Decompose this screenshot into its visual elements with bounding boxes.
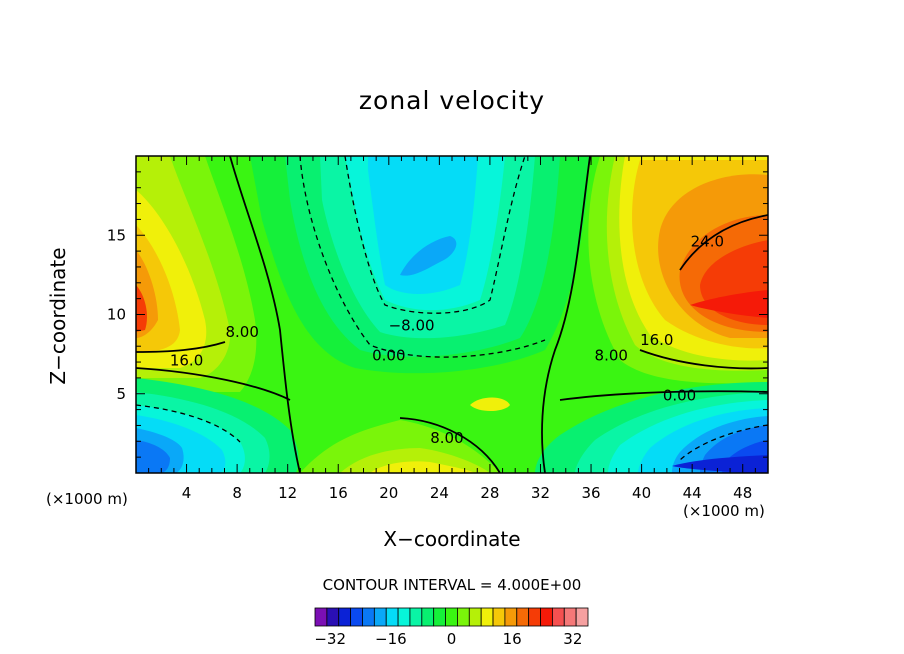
colorbar-swatch [563,607,577,627]
field-left-warm-6 [136,285,147,332]
colorbar-tick-label: −32 [314,630,346,648]
colorbar-swatch [433,607,446,627]
field-lowright-cool-8 [672,455,768,473]
x-axis-label: X−coordinate [383,527,521,551]
colorbar-swatch [528,607,541,627]
colorbar-tick-label: 32 [563,630,582,648]
y-tick-label: 15 [107,226,126,244]
x-tick-label: 48 [733,484,752,502]
colorbar-tick-label: −16 [375,630,407,648]
contour-0-right [559,390,768,401]
x-tick-label: 28 [480,484,499,502]
contour-0-mid [299,156,546,358]
field-mid-yellow-blob [470,397,510,412]
contour-8-bottom [399,417,501,473]
contour-8-right [541,156,591,473]
colorbar-swatch [314,607,328,627]
field-lowleft-cool-6 [136,440,170,473]
x-unit-label-left: (×1000 m) [46,490,128,508]
contour-8-left-lower [136,367,291,401]
y-tick-label: 5 [116,385,126,403]
colorbar-swatch [338,607,352,627]
colorbar-tick-label: 16 [503,630,522,648]
x-tick-label: 4 [182,484,192,502]
contour-label: −8.00 [389,317,435,335]
colorbar-swatch [397,607,411,627]
x-unit-label-right: (×1000 m) [683,502,765,520]
field-center-cool-6 [400,236,457,276]
contour-label: 0.00 [372,347,405,365]
x-tick-label: 44 [683,484,702,502]
contour-16-right [639,349,768,370]
colorbar-swatch [540,607,553,627]
contour-label: 8.00 [225,323,258,341]
colorbar-swatch [362,607,375,627]
contour-interval-label: CONTOUR INTERVAL = 4.000E+00 [322,576,582,594]
colorbar-swatch [551,607,565,627]
colorbar-swatch [385,607,399,627]
contour-lines [136,156,768,473]
colorbar-tick-label: 0 [447,630,457,648]
contour-label: 8.00 [430,429,463,447]
contour-label: 16.0 [640,331,673,349]
colorbar-swatch [350,607,363,627]
colorbar: −32 −16 0 16 32 [314,607,589,648]
contour-neg-left [136,404,241,443]
filled-contour-field [136,156,768,473]
x-tick-label: 36 [581,484,600,502]
colorbar-swatch [516,607,530,627]
x-tick-label: 40 [632,484,651,502]
colorbar-swatch [457,607,470,627]
colorbar-swatch [468,607,482,627]
colorbar-swatch [504,607,518,627]
contour-label: 8.00 [595,347,628,365]
field-right-warm-8 [690,290,768,318]
contour-16-left [136,341,226,353]
colorbar-swatch [373,607,387,627]
colorbar-swatch [575,607,589,627]
contour-neg-right [679,424,768,461]
x-tick-label: 12 [278,484,297,502]
colorbar-swatch [492,607,506,627]
x-tick-label: 24 [430,484,449,502]
colorbar-swatch [445,607,458,627]
field-center-cool-5 [368,156,478,295]
contour-24-right [679,214,768,271]
colorbar-swatch [480,607,494,627]
x-tick-label: 8 [232,484,242,502]
colorbar-swatch [421,607,435,627]
chart-title: zonal velocity [358,86,546,115]
contour-label: 16.0 [170,351,203,369]
contour-8-left [229,156,301,473]
x-tick-label: 20 [379,484,398,502]
contour-labels: 24.0 16.0 16.0 8.00 8.00 8.00 −8.00 0.00 0.00 [170,233,724,448]
y-tick-label: 10 [107,306,126,324]
x-tick-label: 16 [329,484,348,502]
colorbar-swatch [326,607,340,627]
contour-label: 0.00 [663,386,696,404]
colorbar-swatch [409,607,423,627]
x-tick-label: 32 [531,484,550,502]
contour-label: 24.0 [691,233,724,251]
field-bottom-warm-3 [370,461,475,473]
